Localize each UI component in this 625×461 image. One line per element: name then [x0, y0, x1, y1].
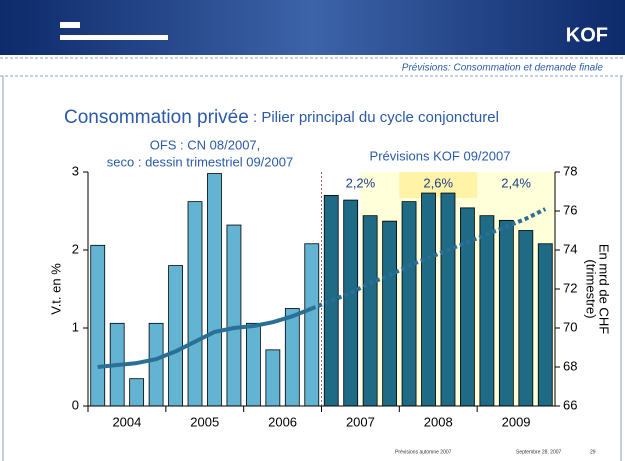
y-axis-label: V.t. en %: [48, 263, 63, 315]
line-connector: [311, 298, 332, 311]
bar: [537, 243, 553, 407]
kof-logo: KOF: [566, 24, 608, 46]
bar: [362, 215, 378, 407]
bar: [129, 378, 145, 407]
bar: [382, 220, 398, 407]
bar: [440, 192, 456, 407]
y-tick-label: 0: [72, 397, 79, 412]
logo-mark: [60, 35, 168, 40]
growth-label: 2,2%: [346, 175, 376, 190]
footer-date: Septembre 28, 2007: [516, 449, 562, 455]
x-tick-label: 2005: [190, 414, 219, 429]
annotation: Prévisions KOF 09/2007: [370, 148, 511, 163]
x-tick-label: 2006: [268, 414, 297, 429]
annotation: OFS : CN 08/2007,: [150, 137, 261, 152]
slide-title: Consommation privée : Pilier principal d…: [64, 107, 499, 128]
footer-left: Prévisions automne 2007: [395, 449, 452, 455]
bar: [148, 322, 164, 407]
annotation: seco : dessin trimestriel 09/2007: [107, 154, 293, 169]
footer-page: 29: [590, 449, 596, 455]
bar: [518, 230, 534, 407]
y-tick-label: 1: [72, 319, 79, 334]
x-tick-label: 2009: [502, 414, 531, 429]
bar: [226, 224, 242, 407]
bar: [304, 243, 320, 407]
x-tick-label: 2007: [346, 414, 375, 429]
title-main: Consommation privée: [64, 107, 249, 128]
bar: [207, 173, 222, 407]
y2-tick-label: 78: [563, 163, 577, 178]
bar: [401, 201, 417, 407]
y2-tick-label: 68: [563, 358, 577, 373]
bar: [168, 265, 183, 407]
y2-tick-label: 70: [563, 319, 577, 334]
y2-axis-label: En mrd de CHF: [597, 244, 612, 334]
title-rest: : Pilier principal du cycle conjoncturel: [249, 109, 499, 126]
y-tick-label: 2: [72, 241, 79, 256]
y2-axis-label: (trimestre): [584, 259, 599, 318]
bar: [284, 308, 300, 407]
bar: [187, 201, 203, 407]
header-band: [0, 0, 625, 55]
bar: [479, 215, 495, 407]
y-tick-label: 3: [72, 163, 79, 178]
y2-tick-label: 74: [563, 241, 577, 256]
y2-tick-label: 72: [563, 280, 577, 295]
y2-tick-label: 66: [563, 397, 577, 412]
bar: [245, 322, 261, 407]
logo-mark: [60, 22, 80, 28]
chart: 0 1 2 3 66 68 70 72 74 76 78 2004 2005 2006 2007 2008 20…: [48, 137, 611, 429]
x-tick-label: 2008: [424, 414, 453, 429]
bar: [460, 207, 475, 407]
bar: [498, 219, 514, 407]
slide-subtitle: Prévisions: Consommation et demande fina…: [402, 63, 604, 74]
growth-label: 2,6%: [423, 175, 453, 190]
bar: [90, 244, 106, 407]
line-series: [97, 306, 313, 369]
bar: [343, 199, 359, 407]
y2-tick-label: 76: [563, 202, 577, 217]
x-tick-label: 2004: [112, 414, 141, 429]
growth-label: 2,4%: [501, 175, 531, 190]
forecast-shade: [399, 172, 478, 198]
bar: [421, 192, 436, 407]
bar: [265, 349, 281, 407]
